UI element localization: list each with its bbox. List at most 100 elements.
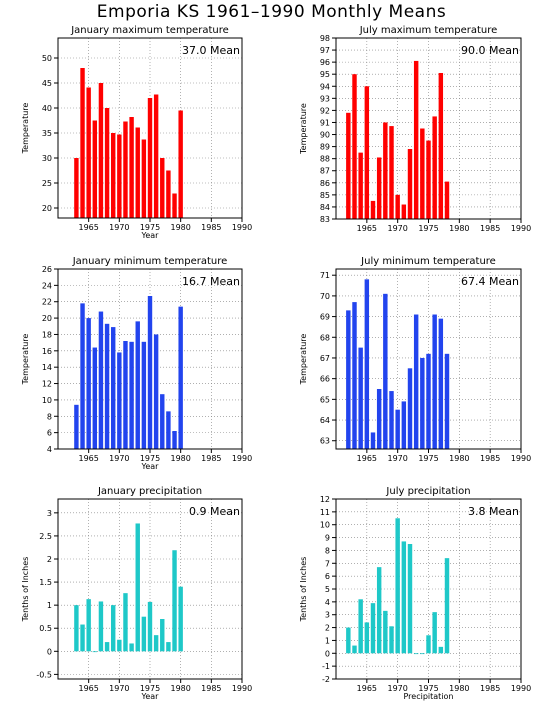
bar-1969 — [110, 133, 116, 218]
y-tick-label: 68 — [320, 333, 330, 342]
bar-1973 — [135, 321, 140, 449]
bar-1971 — [401, 541, 407, 654]
y-axis-label: Temperature — [21, 334, 30, 386]
x-tick-label: 1985 — [201, 454, 221, 463]
bar-1970 — [395, 409, 400, 449]
y-tick-label: 1.5 — [39, 578, 52, 587]
bar-1965 — [364, 86, 370, 220]
bar-1967 — [98, 601, 104, 652]
bar-1972 — [129, 341, 134, 449]
y-tick-label: 1 — [47, 601, 52, 610]
bar-1967 — [376, 157, 382, 219]
x-tick-label: 1985 — [480, 454, 500, 463]
x-tick-label: 1980 — [170, 684, 190, 693]
y-tick-label: 12 — [320, 495, 330, 504]
bar-1969 — [389, 126, 394, 219]
y-tick-label: 91 — [320, 118, 330, 127]
y-tick-label: 30 — [42, 154, 52, 163]
x-tick-label: 1965 — [357, 224, 377, 233]
x-tick-label: 1965 — [78, 223, 98, 232]
y-tick-label: 14 — [42, 363, 52, 372]
bar-1974 — [141, 341, 147, 449]
bar-1970 — [395, 518, 400, 654]
bar-1974 — [420, 128, 425, 219]
bar-1977 — [438, 646, 444, 654]
bar-1980 — [178, 306, 183, 449]
y-tick-label: 95 — [320, 70, 330, 79]
panel-title: July minimum temperature — [360, 256, 496, 267]
y-tick-label: 84 — [320, 203, 330, 212]
x-tick-label: 1990 — [232, 454, 252, 463]
y-tick-label: 16 — [42, 347, 52, 356]
bar-1966 — [92, 347, 98, 449]
x-tick-label: 1990 — [232, 684, 252, 693]
bar-1974 — [141, 139, 147, 218]
bar-1979 — [172, 193, 177, 218]
x-tick-label: 1980 — [170, 454, 190, 463]
y-tick-label: 9 — [325, 534, 330, 543]
bar-1973 — [413, 314, 419, 449]
bar-1968 — [104, 642, 110, 652]
bar-1972 — [407, 368, 413, 449]
bar-1968 — [104, 108, 110, 218]
bar-1964 — [358, 152, 363, 219]
bar-1979 — [172, 431, 177, 449]
y-tick-label: 2.5 — [39, 532, 52, 541]
y-tick-label: 24 — [42, 281, 52, 290]
x-tick-label: 1985 — [201, 684, 221, 693]
x-axis-label: Year — [141, 692, 160, 701]
mean-label: 90.0 Mean — [461, 44, 519, 57]
y-tick-label: 69 — [320, 313, 330, 322]
bar-1964 — [358, 347, 363, 449]
y-tick-label: 98 — [320, 34, 330, 43]
x-tick-label: 1975 — [140, 684, 160, 693]
bar-1969 — [389, 391, 394, 449]
bar-1966 — [370, 603, 376, 654]
y-tick-label: 50 — [42, 54, 52, 63]
bar-1975 — [147, 601, 153, 652]
y-tick-label: 64 — [320, 416, 330, 425]
bar-1970 — [395, 194, 400, 219]
y-tick-label: 20 — [42, 204, 52, 213]
bar-1970 — [117, 134, 122, 218]
bar-1962 — [346, 112, 351, 219]
bar-1964 — [80, 624, 85, 652]
y-tick-label: 70 — [320, 292, 330, 301]
bar-1978 — [166, 411, 171, 449]
y-tick-label: 3 — [325, 611, 330, 620]
bar-1971 — [123, 341, 128, 449]
bar-1968 — [104, 323, 110, 449]
y-tick-label: 2 — [325, 624, 330, 633]
bar-1966 — [92, 120, 98, 218]
bar-1963 — [352, 645, 357, 654]
bar-1965 — [86, 318, 91, 449]
y-tick-label: -2 — [322, 675, 330, 684]
y-tick-label: 83 — [320, 215, 330, 224]
bar-1962 — [346, 310, 351, 449]
x-tick-label: 1990 — [511, 224, 531, 233]
bar-1976 — [153, 334, 159, 449]
y-axis-label: Temperature — [299, 334, 308, 386]
x-axis-label: Year — [141, 231, 160, 240]
bar-1971 — [123, 121, 128, 218]
y-tick-label: 1 — [325, 636, 330, 645]
y-tick-label: 6 — [325, 572, 330, 581]
bar-1974 — [420, 653, 425, 655]
x-tick-label: 1970 — [109, 223, 129, 232]
y-axis-label: Temperature — [21, 103, 30, 155]
bar-1972 — [129, 117, 134, 218]
y-tick-label: 6 — [47, 429, 52, 438]
bar-1963 — [352, 302, 357, 449]
y-axis-label: Temperature — [299, 103, 308, 155]
panel-title: January maximum temperature — [70, 25, 229, 36]
bar-1965 — [364, 279, 370, 449]
bar-1970 — [117, 352, 122, 449]
mean-label: 3.8 Mean — [468, 505, 519, 518]
bar-1973 — [413, 653, 419, 655]
bar-1968 — [383, 610, 388, 654]
mean-label: 37.0 Mean — [182, 44, 240, 57]
x-tick-label: 1970 — [109, 684, 129, 693]
bar-1964 — [80, 68, 85, 218]
